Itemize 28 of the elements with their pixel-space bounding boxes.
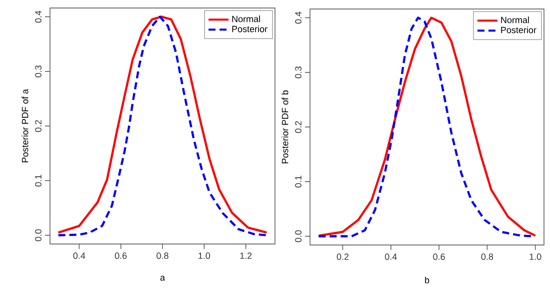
x-tick-label: 1.0 (198, 252, 210, 259)
y-tick-label: 0.0 (295, 230, 302, 242)
y-tick-label: 0.4 (35, 10, 42, 23)
x-tick-label: 0.8 (156, 252, 168, 259)
y-tick-label: 0.1 (295, 176, 302, 188)
y-tick-label: 0.2 (35, 120, 42, 132)
x-tick-label: 1.0 (530, 254, 542, 260)
x-tick-label: 0.2 (336, 254, 349, 260)
y-tick-label: 0.0 (35, 229, 42, 242)
x-tick-label: 0.4 (384, 254, 397, 260)
x-tick-label: 0.8 (481, 254, 494, 260)
x-tick-label: 1.2 (240, 252, 252, 259)
x-axis-title: b (425, 276, 430, 284)
y-tick-label: 0.4 (295, 12, 302, 24)
y-tick-label: 0.3 (295, 66, 302, 78)
x-tick-label: 0.6 (114, 252, 127, 259)
y-axis-title: Posterior PDF of a (22, 88, 28, 162)
x-tick-label: 0.6 (433, 254, 445, 260)
x-axis-title: a (160, 276, 166, 281)
y-axis-title: Posterior PDF of b (282, 90, 288, 164)
legend-label: Posterior (501, 26, 536, 34)
y-tick-label: 0.1 (35, 174, 42, 187)
legend-label: Normal (501, 16, 529, 24)
legend-label: Posterior (232, 26, 268, 32)
y-tick-label: 0.2 (295, 121, 302, 133)
x-tick-label: 0.4 (73, 252, 86, 259)
y-tick-label: 0.3 (35, 66, 42, 78)
legend-label: Normal (232, 16, 260, 22)
